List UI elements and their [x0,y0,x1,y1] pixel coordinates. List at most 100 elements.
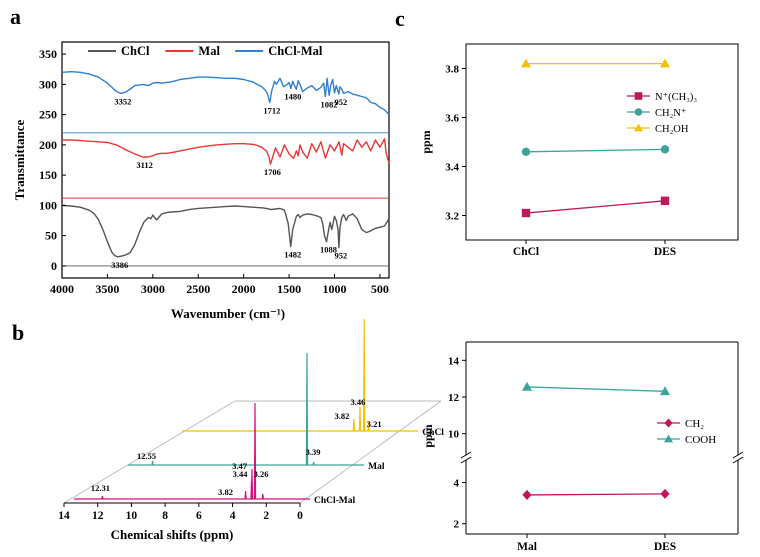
series-chcl-mal [61,71,390,116]
nmr-x-tick-label: 0 [297,510,303,522]
y-tick-label: 300 [39,77,57,91]
ftir-y-axis-label: Transmittance [12,119,27,200]
x-tick-label: 2500 [186,282,210,296]
nmr-peak-label: 12.55 [137,451,156,461]
shift-chart-bottom: 2 4 10 12 14 Mal DES CH₂ COOH ppm [421,341,744,553]
series-line [526,493,666,496]
y-tick-label: 50 [45,229,57,243]
peak-label: 1088 [320,245,337,255]
y-tick-label: 350 [39,47,57,61]
nmr-x-tick-label: 10 [126,510,138,522]
shift-top-y-label: ppm [419,130,433,153]
nmr-trace-chcl [182,318,419,432]
x-tick-label: ChCl [513,246,539,258]
nmr-peak-label: 12.31 [91,483,110,493]
y-tick-label: 14 [448,355,460,367]
marker-triangle [633,123,644,132]
marker-triangle [659,386,671,396]
panel-label-c: c [395,6,405,31]
y-tick-label: 3.4 [445,162,459,174]
ftir-plot-frame [61,41,390,279]
y-tick-label: 250 [39,108,57,122]
x-tick-label: 4000 [50,282,74,296]
x-tick-label: 3500 [95,282,119,296]
legend-label: CH₂OH [655,124,689,135]
y-tick-label: 12 [448,392,460,404]
peak-label: 1482 [284,250,301,260]
depth-edge [299,400,442,504]
marker-square [660,196,670,205]
marker-diamond [522,489,532,500]
marker-diamond [664,418,673,428]
x-tick-label: 1000 [323,282,347,296]
nmr-trace-label: ChCl-Mal [314,496,356,506]
y-tick-label: 3.8 [445,64,459,76]
peak-label: 1706 [264,167,281,177]
legend-label: COOH [685,434,716,446]
marker-triangle [520,58,532,68]
nmr-peak-label: 3.44 [233,469,249,479]
axis-break-mark [460,451,472,459]
marker-circle [634,108,643,116]
y-tick-label: 4 [454,478,460,490]
y-tick-label: 3.6 [445,113,459,125]
nmr-peak-label: 3.21 [367,419,382,429]
y-tick-label: 100 [39,198,57,212]
series-mal [62,138,390,165]
legend-label: ChCl [121,44,150,58]
nmr-x-tick-label: 14 [58,510,70,522]
nmr-x-tick-label: 12 [92,510,104,522]
nmr-x-tick-label: 2 [263,510,269,522]
nmr-x-tick-label: 6 [196,510,202,522]
nmr-x-tick-label: 4 [230,510,236,522]
series-line [525,200,666,214]
peak-label: 3112 [136,160,153,170]
nmr-peak-label: 3.82 [334,411,349,421]
shift-chart-top: 3.23.43.63.8 ChCl DES N⁺(CH₃)₃CH₂N⁺CH₂OH … [419,43,739,258]
nmr-peak-label: 3.47 [232,461,248,471]
legend-label: CH₂N⁺ [655,108,686,119]
y-tick-label: 150 [39,168,57,182]
series-chcl [61,204,390,258]
x-tick-label: 1500 [277,282,301,296]
ftir-x-axis-label: Wavenumber (cm⁻¹) [171,306,285,321]
marker-square [521,208,531,218]
nmr-trace-label: ChCl [422,428,444,438]
y-tick-label: 200 [39,138,57,152]
panel-label-b: b [12,320,24,345]
y-tick-label: 3.2 [445,211,459,223]
x-tick-label: DES [654,246,676,258]
nmr-peak-label: 3.46 [351,397,366,407]
legend-label: ChCl-Mal [268,44,323,58]
axis-break-mark [732,451,744,459]
shift-bottom-y-label: ppm [421,424,435,447]
peak-label: 952 [334,97,347,107]
legend-label: N⁺(CH₃)₃ [655,92,697,103]
series-line [526,386,666,392]
x-tick-label: 500 [371,282,389,296]
shift-top-frame [465,43,739,241]
panel-label-a: a [10,4,21,29]
nmr-trace-mal [128,352,365,466]
legend-label: CH₂ [685,418,704,430]
nmr-x-axis-label: Chemical shifts (ppm) [111,527,234,542]
peak-label: 952 [334,251,347,261]
marker-circle [660,145,670,154]
x-tick-label: DES [654,541,676,553]
marker-triangle [663,434,674,443]
depth-edge [63,400,236,504]
nmr-trace-chcl-mal [74,402,310,500]
nmr-peak-label: 3.39 [306,447,321,457]
marker-circle [521,147,531,156]
peak-label: 1712 [263,106,280,116]
axis-break-mark [732,456,744,464]
series-line [525,148,666,153]
nmr-peak-label: 3.82 [218,487,233,497]
marker-square [634,92,643,100]
x-tick-label: Mal [517,541,537,553]
axis-break-mark [460,456,472,464]
marker-triangle [521,381,533,391]
